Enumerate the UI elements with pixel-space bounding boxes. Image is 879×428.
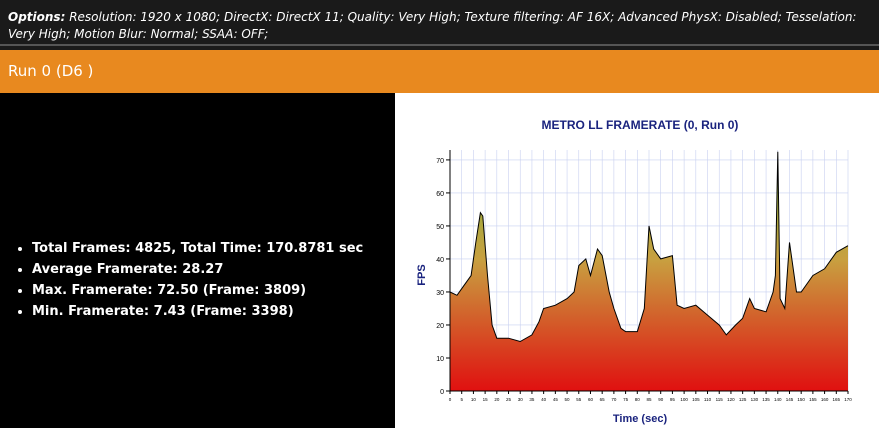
stats-panel: Total Frames: 4825, Total Time: 170.8781… xyxy=(0,93,395,428)
x-tick-label: 100 xyxy=(680,397,688,402)
y-tick-label: 20 xyxy=(436,323,444,330)
x-tick-label: 95 xyxy=(670,397,676,402)
area xyxy=(450,151,848,391)
x-tick-label: 130 xyxy=(751,397,759,402)
y-tick-label: 30 xyxy=(436,290,444,297)
x-tick-label: 160 xyxy=(821,397,829,402)
x-tick-label: 105 xyxy=(692,397,700,402)
stat-item: Max. Framerate: 72.50 (Frame: 3809) xyxy=(32,280,363,301)
x-tick-label: 85 xyxy=(646,397,652,402)
y-tick-label: 70 xyxy=(436,158,444,165)
x-tick-label: 140 xyxy=(774,397,782,402)
x-tick-label: 30 xyxy=(518,397,524,402)
x-tick-label: 55 xyxy=(576,397,582,402)
x-tick-label: 120 xyxy=(727,397,735,402)
line xyxy=(449,151,849,343)
x-tick-label: 70 xyxy=(611,397,617,402)
x-tick-label: 45 xyxy=(553,397,559,402)
x-tick-label: 90 xyxy=(658,397,664,402)
y-tick-label: 60 xyxy=(436,191,444,198)
x-tick-label: 145 xyxy=(786,397,794,402)
x-tick-label: 25 xyxy=(506,397,512,402)
x-tick-label: 80 xyxy=(635,397,641,402)
y-axis-label: FPS xyxy=(416,264,428,285)
x-tick-label: 20 xyxy=(494,397,500,402)
x-tick-label: 150 xyxy=(797,397,805,402)
x-tick-label: 60 xyxy=(588,397,594,402)
chart-title: METRO LL FRAMERATE (0, Run 0) xyxy=(542,118,739,132)
stat-item: Average Framerate: 28.27 xyxy=(32,259,363,280)
y-tick-label: 40 xyxy=(436,257,444,264)
y-tick-label: 0 xyxy=(440,389,444,396)
x-tick-label: 170 xyxy=(844,397,852,402)
x-tick-label: 40 xyxy=(541,397,547,402)
stat-item: Min. Framerate: 7.43 (Frame: 3398) xyxy=(32,301,363,322)
chart: METRO LL FRAMERATE (0, Run 0) FPS Time (… xyxy=(395,93,879,428)
options-label: Options: xyxy=(8,10,66,24)
y-tick-label: 10 xyxy=(436,356,444,363)
options-text: Resolution: 1920 x 1080; DirectX: Direct… xyxy=(8,10,857,41)
options-bar: Options: Resolution: 1920 x 1080; Direct… xyxy=(0,0,879,46)
x-axis-label: Time (sec) xyxy=(613,413,668,425)
x-tick-label: 65 xyxy=(600,397,606,402)
x-tick-label: 115 xyxy=(716,397,724,402)
y-tick-label: 50 xyxy=(436,224,444,231)
x-tick-label: 10 xyxy=(471,397,477,402)
x-tick-label: 15 xyxy=(483,397,489,402)
x-tick-label: 75 xyxy=(623,397,629,402)
x-tick-label: 110 xyxy=(704,397,712,402)
x-tick-label: 5 xyxy=(460,397,463,402)
x-tick-label: 50 xyxy=(565,397,571,402)
stats-list: Total Frames: 4825, Total Time: 170.8781… xyxy=(12,238,363,322)
run-header: Run 0 (D6 ) xyxy=(0,50,879,93)
x-tick-label: 155 xyxy=(809,397,817,402)
stat-item: Total Frames: 4825, Total Time: 170.8781… xyxy=(32,238,363,259)
x-tick-label: 0 xyxy=(449,397,452,402)
x-tick-label: 125 xyxy=(739,397,747,402)
x-tick-label: 35 xyxy=(529,397,535,402)
x-tick-label: 135 xyxy=(762,397,770,402)
x-tick-label: 165 xyxy=(833,397,841,402)
